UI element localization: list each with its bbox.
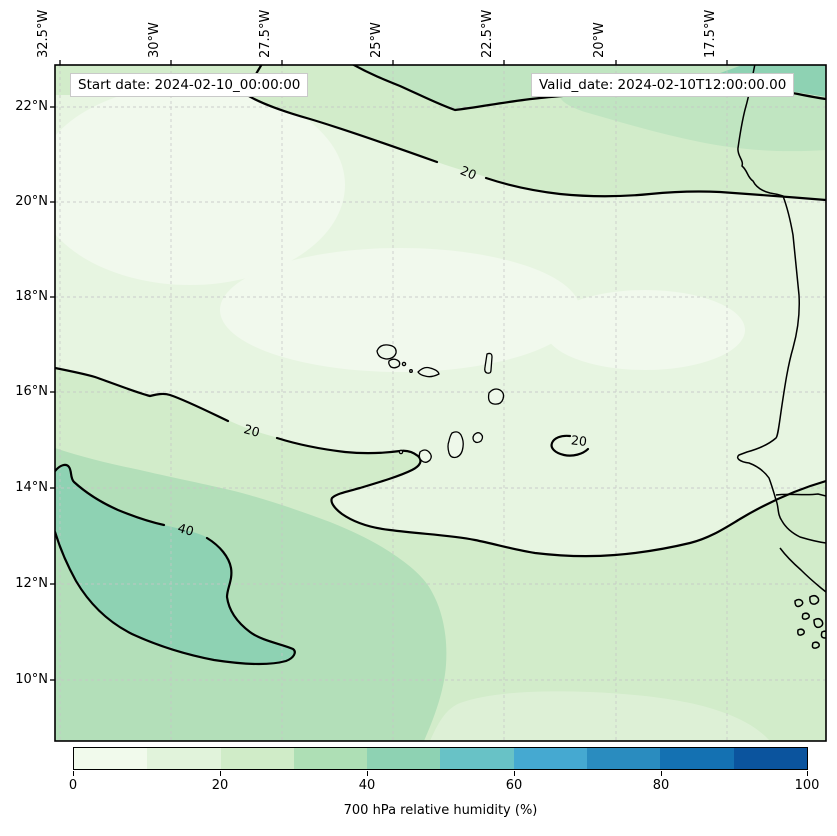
colorbar-tick-label-80: 80 [652, 778, 670, 793]
xtick-22-5w: 22.5°W [480, 9, 495, 58]
colorbar-segment [220, 748, 294, 769]
colorbar-tick-label-40: 40 [358, 778, 376, 793]
contour-40-b [55, 530, 296, 666]
colorbar-segment [587, 748, 661, 769]
contour-20-mid-a [55, 366, 230, 423]
island-santo-antao [376, 344, 397, 360]
colorbar-tick [220, 771, 222, 776]
island-santa-luzia [401, 361, 407, 367]
colorbar-title: 700 hPa relative humidity (%) [343, 803, 538, 818]
fill-bottom-light [430, 691, 770, 741]
ytick-16n: 16°N [15, 384, 48, 399]
colorbar-segment [660, 748, 734, 769]
xtick-20w: 20°W [592, 22, 607, 58]
cape-verde-islands [376, 344, 505, 463]
xtick-30w: 30°W [147, 22, 162, 58]
colorbar-segment [733, 748, 807, 769]
contour-20-north-b [484, 176, 826, 202]
valid-date-box: Valid_date: 2024-02-10T12:00:00.00 [531, 73, 795, 97]
ytick-10n: 10°N [15, 672, 48, 687]
graticule [55, 65, 826, 741]
fill-pale-patch-2 [220, 248, 580, 372]
contour-label-20-small: 20 [570, 432, 587, 449]
ytick-22n: 22°N [15, 99, 48, 114]
colorbar-tick [807, 771, 809, 776]
colorbar-segment [293, 748, 368, 769]
contour-20-small [550, 434, 590, 457]
colorbar-tick-label-60: 60 [505, 778, 523, 793]
start-date-box: Start date: 2024-02-10_00:00:00 [70, 73, 309, 97]
colorbar-segment [440, 748, 514, 769]
colorbar-tick-label-100: 100 [794, 778, 820, 793]
contour-40-a [55, 463, 166, 527]
colorbar-segment [367, 748, 441, 769]
colorbar-tick-label-0: 0 [68, 778, 78, 793]
island-maio [472, 432, 484, 444]
colorbar [73, 747, 808, 770]
island-boa-vista [487, 388, 505, 405]
fill-blob-40-50 [55, 464, 295, 664]
contour-20-mid-b [275, 436, 826, 558]
contour-label-20-north: 20 [458, 163, 479, 183]
island-sao-vicente [388, 358, 401, 369]
colorbar-tick [367, 771, 369, 776]
colorbar-tick-label-20: 20 [211, 778, 229, 793]
xtick-25w: 25°W [369, 22, 384, 58]
ytick-14n: 14°N [15, 480, 48, 495]
colorbar-segment [513, 748, 588, 769]
island-sao-nicolau [417, 366, 440, 378]
ytick-18n: 18°N [15, 289, 48, 304]
colorbar-segment [147, 748, 221, 769]
xtick-27-5w: 27.5°W [258, 9, 273, 58]
island-sal [484, 352, 493, 374]
island-brava [398, 449, 404, 455]
colorbar-tick [661, 771, 663, 776]
contour-label-40: 40 [176, 520, 195, 539]
fill-pale-patch-3 [545, 290, 745, 370]
colorbar-tick [73, 771, 75, 776]
contour-labels: 20 20 20 40 [176, 163, 588, 539]
xtick-32-5w: 32.5°W [36, 9, 51, 58]
island-santiago [447, 431, 464, 459]
xtick-17-5w: 17.5°W [703, 9, 718, 58]
plot-border [54, 64, 827, 742]
island-dot [409, 369, 413, 373]
ytick-20n: 20°N [15, 194, 48, 209]
colorbar-tick [514, 771, 516, 776]
ytick-12n: 12°N [15, 576, 48, 591]
coastline-west-africa [736, 65, 826, 649]
island-fogo [418, 449, 432, 463]
fill-pale-patch-1 [55, 85, 345, 285]
axis-ticks [50, 60, 728, 681]
colorbar-segment [74, 748, 148, 769]
contour-label-20-mid: 20 [242, 421, 261, 440]
